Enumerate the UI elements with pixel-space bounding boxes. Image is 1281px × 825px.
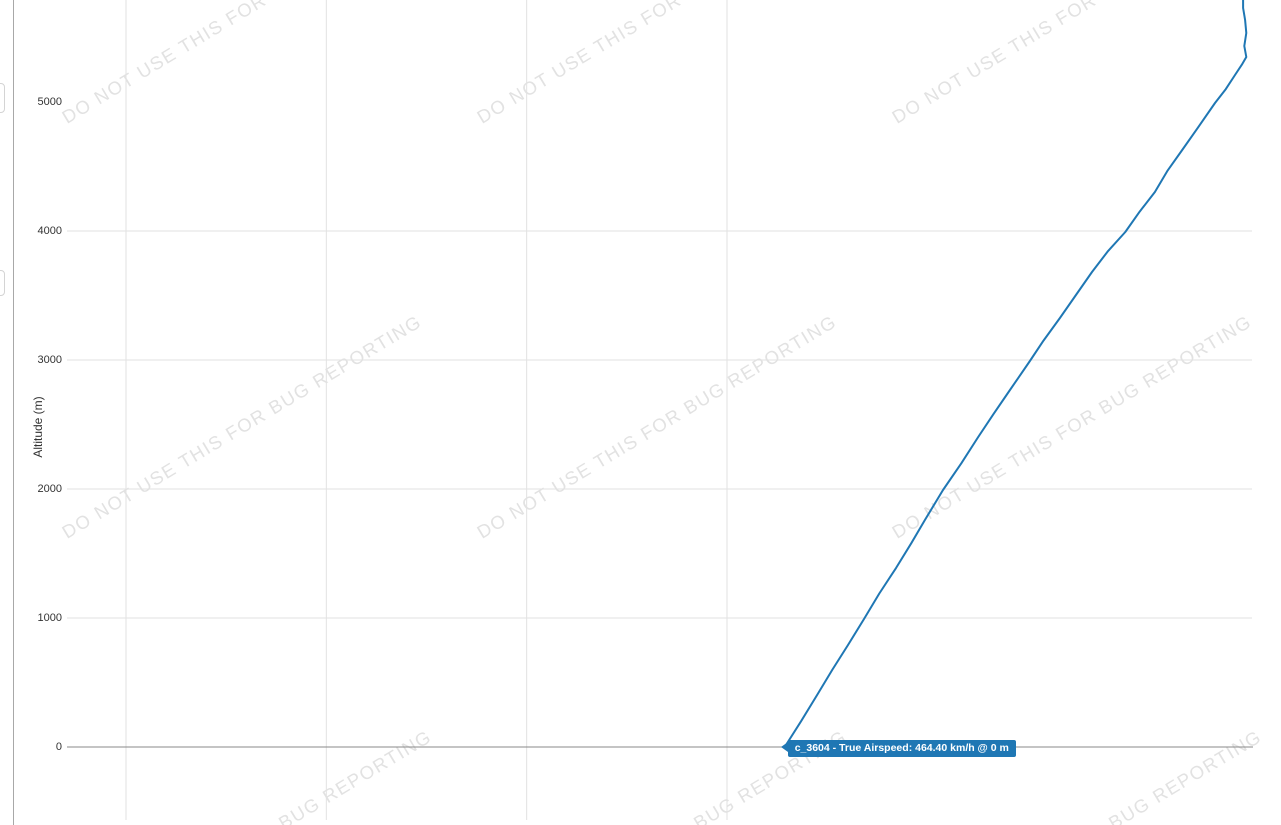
y-tick-label: 0 — [55, 741, 62, 753]
panel-separator — [13, 0, 14, 825]
clipped-side-button[interactable] — [0, 270, 5, 296]
airspeed-line[interactable] — [783, 0, 1248, 748]
y-axis-title: Altitude (m) — [31, 396, 45, 458]
clipped-side-button[interactable] — [0, 83, 5, 113]
tooltip-caret-icon — [780, 742, 788, 752]
y-tick-label: 1000 — [37, 612, 62, 624]
y-tick-label: 5000 — [37, 96, 62, 108]
tooltip: c_3604 - True Airspeed: 464.40 km/h @ 0 … — [787, 739, 1016, 757]
y-tick-label: 4000 — [37, 225, 62, 237]
y-tick-label: 2000 — [37, 483, 62, 495]
y-tick-label: 3000 — [37, 354, 62, 366]
